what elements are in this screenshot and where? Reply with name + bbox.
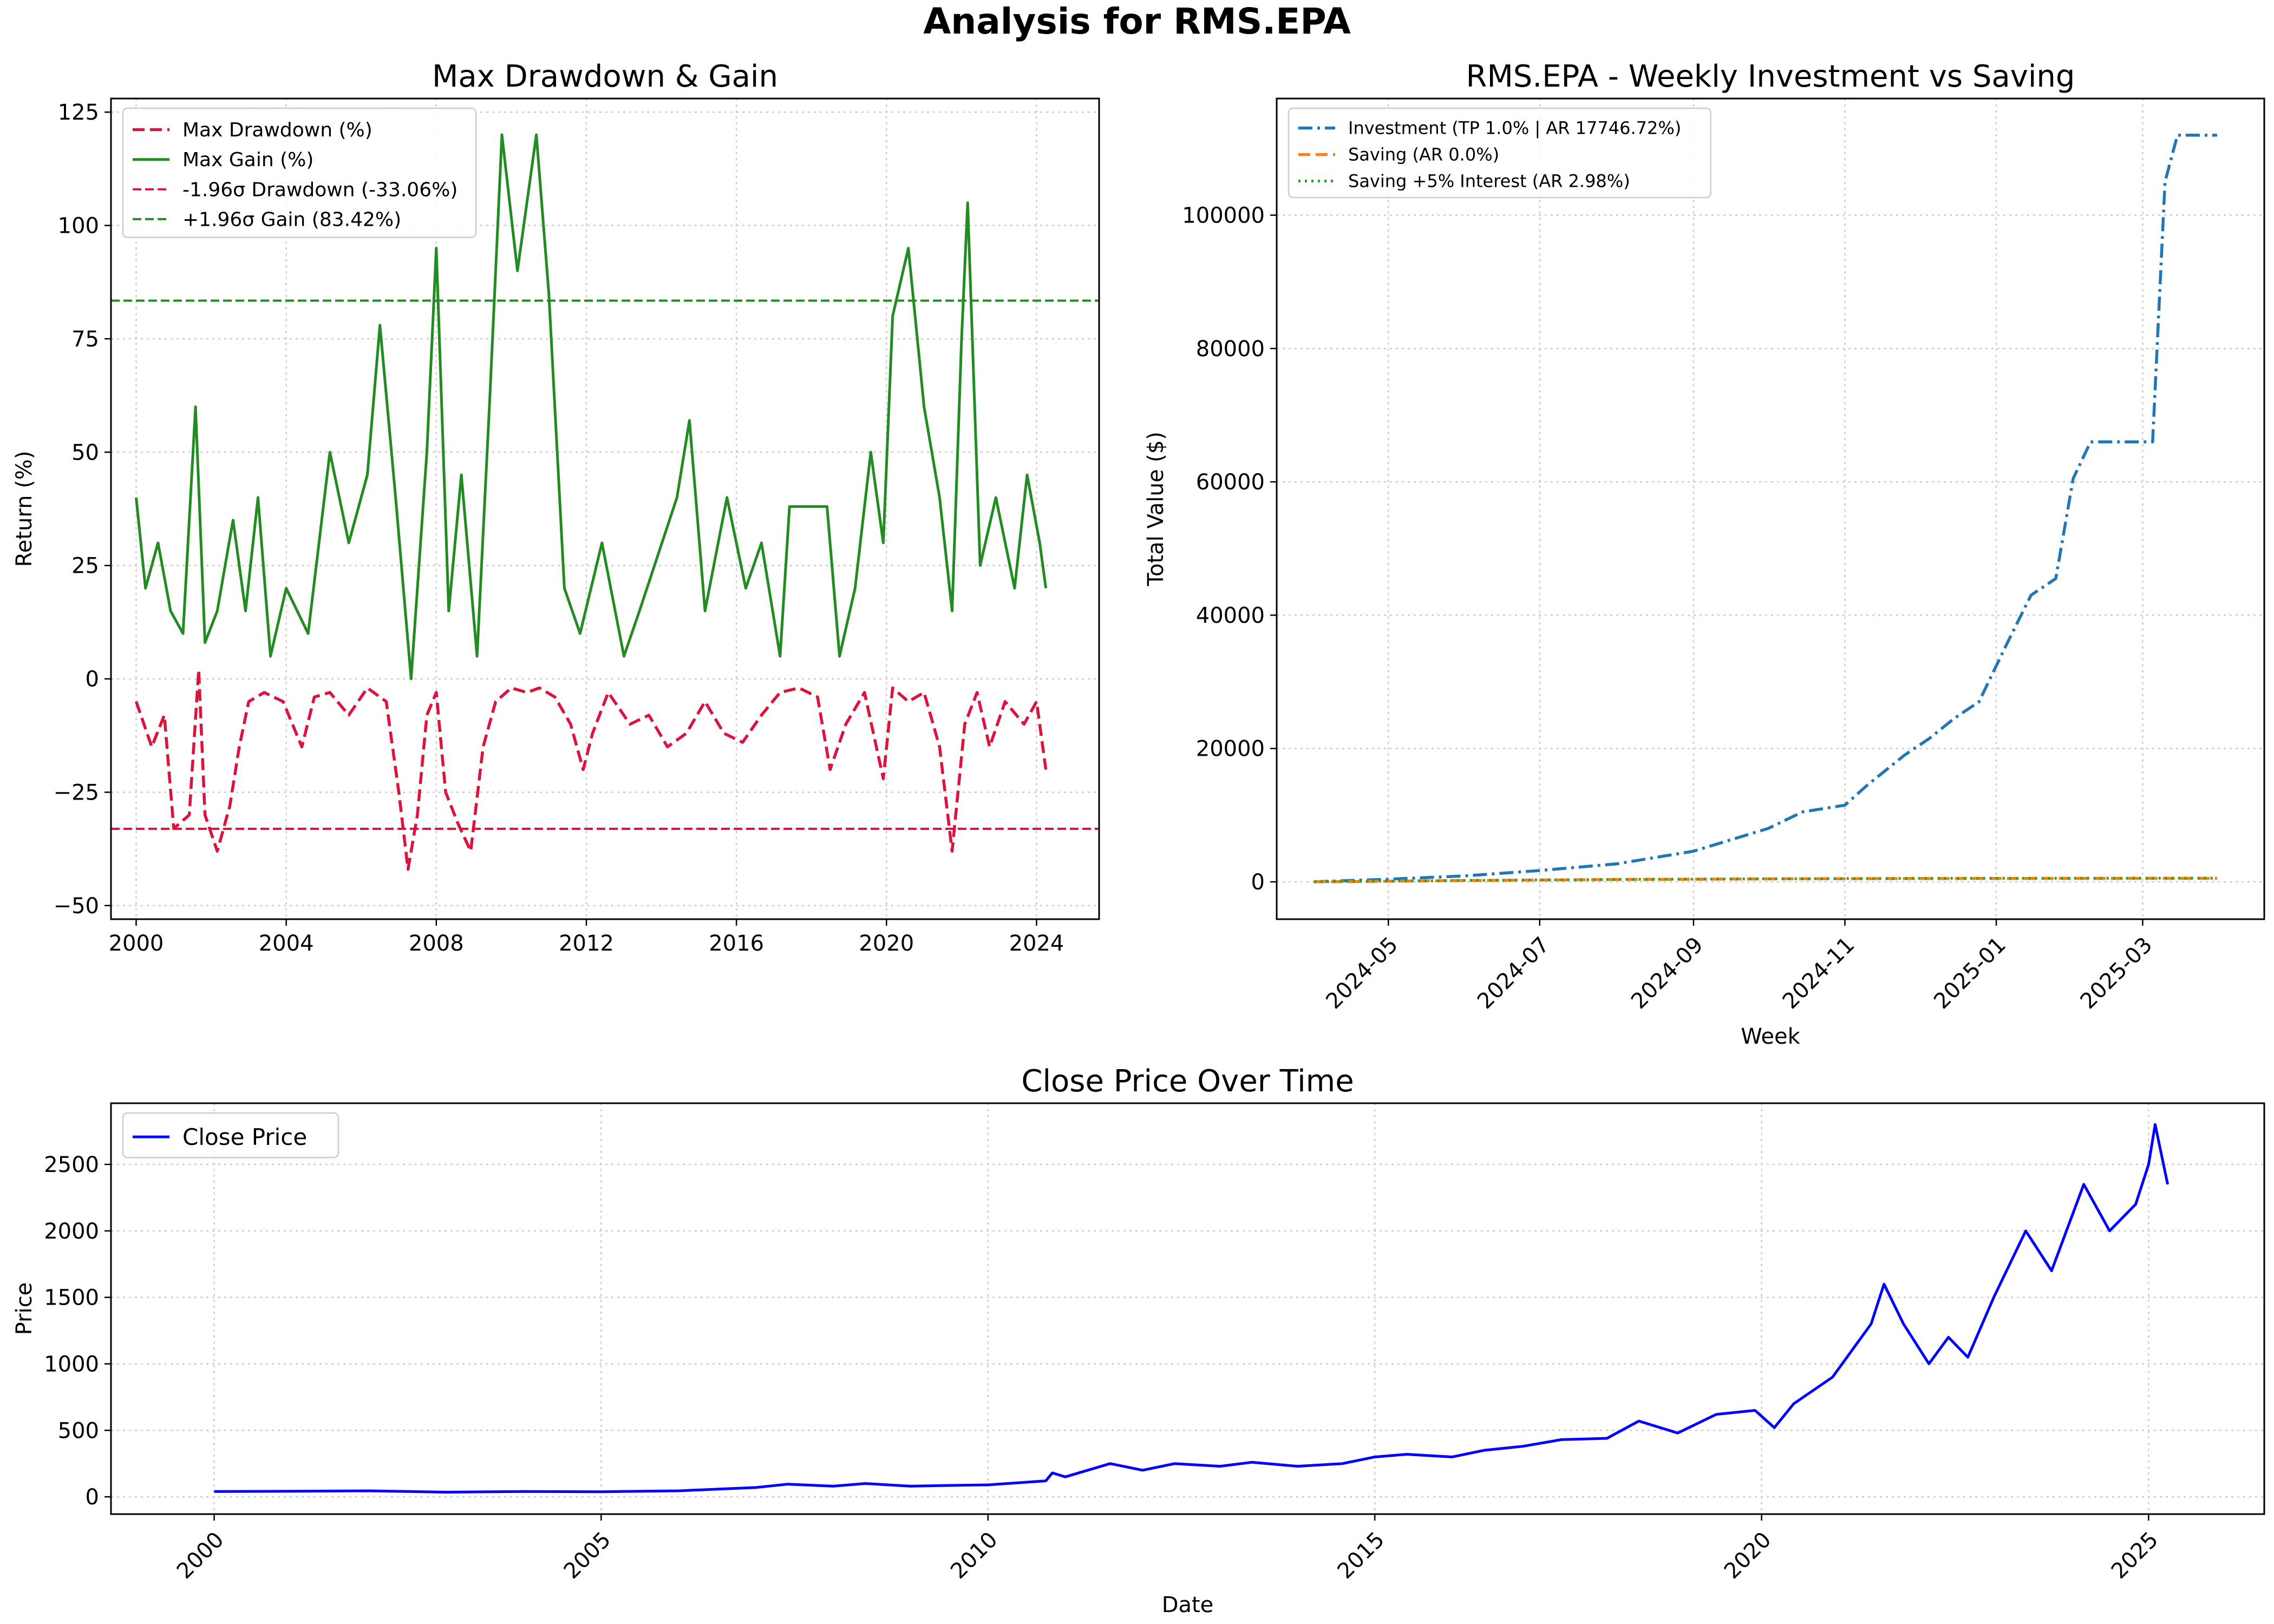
gridlines [111, 99, 1099, 919]
y-tick-label: −50 [54, 894, 99, 919]
y-tick-label: 75 [71, 327, 99, 352]
x-tick-label: 2024-05 [1321, 932, 1403, 1014]
x-tick-label: 2024-07 [1473, 932, 1554, 1014]
x-tick-label: 2005 [559, 1527, 616, 1584]
legend: Investment (TP 1.0% | AR 17746.72%) Savin… [1288, 107, 1711, 199]
x-tick-label: 2025 [2107, 1527, 2164, 1584]
y-tick-label: 0 [86, 1485, 99, 1510]
x-tick-label: 2010 [946, 1527, 1003, 1584]
y-tick-label: 500 [58, 1418, 99, 1443]
legend-box [1288, 107, 1711, 199]
x-tick-label: 2025-01 [1929, 932, 2011, 1014]
x-tick-label: 2020 [859, 931, 914, 956]
drawdown-gain-chart: Max Drawdown & Gain 2000 2004 2008 2012 2016 2… [12, 59, 1100, 956]
legend: Max Drawdown (%) Max Gain (%) -1.96σ Drawd… [122, 107, 477, 238]
y-tick-label: 50 [71, 440, 99, 465]
series-line-saving-5-interest-ar-2-98 [1314, 876, 2217, 883]
y-tick-label: 1000 [44, 1352, 99, 1377]
y-axis-label: Total Value ($) [1143, 431, 1168, 586]
y-tick-label: 40000 [1196, 603, 1265, 628]
series-line-max-drawdown [134, 668, 1048, 871]
x-tick-label: 2024-11 [1778, 932, 1860, 1014]
gridlines [1277, 99, 2264, 919]
y-tick-label: 25 [71, 554, 99, 579]
y-tick-label: 2000 [44, 1219, 99, 1244]
x-tick-label: 2008 [409, 931, 464, 956]
legend-label: Max Gain (%) [182, 149, 313, 171]
series-line-investment-tp-1-0-ar-17746-72 [1314, 133, 2217, 883]
series-line-close-price [214, 1123, 2170, 1494]
y-tick-label: 2500 [44, 1152, 99, 1177]
series-line-saving-ar-0-0 [1314, 876, 2217, 883]
legend-box [122, 107, 477, 238]
x-tick-label: 2024-09 [1626, 932, 1708, 1014]
x-tick-label: 2016 [709, 931, 764, 956]
x-tick-label: 2020 [1720, 1527, 1776, 1584]
y-tick-label: 0 [86, 667, 99, 692]
y-tick-label: 0 [1251, 870, 1265, 895]
legend-label: Investment (TP 1.0% | AR 17746.72%) [1348, 118, 1681, 139]
axes-frame [1276, 97, 2265, 920]
y-axis-label: Price [12, 1282, 37, 1335]
x-axis-label: Date [1162, 1593, 1214, 1618]
y-tick-label: 1500 [44, 1286, 99, 1311]
axes-frame [110, 97, 1100, 920]
legend-label: Saving +5% Interest (AR 2.98%) [1348, 171, 1630, 192]
y-axis-label: Return (%) [12, 451, 37, 567]
x-tick-label: 2025-03 [2076, 932, 2158, 1014]
legend-label: -1.96σ Drawdown (-33.06%) [182, 179, 458, 201]
x-tick-label: 2024 [1009, 931, 1064, 956]
figure-title: Analysis for RMS.EPA [923, 1, 1351, 42]
x-tick-label: 2000 [109, 931, 164, 956]
chart-title: Max Drawdown & Gain [432, 59, 778, 94]
x-tick-label: 2015 [1333, 1527, 1390, 1584]
y-tick-label: −25 [54, 780, 99, 805]
x-tick-label: 2012 [559, 931, 614, 956]
x-tick-label: 2004 [259, 931, 314, 956]
legend-box [122, 1112, 339, 1158]
close-price-chart: Close Price Over Time 2000 2005 2010 2015 202… [12, 1064, 2265, 1618]
legend-label: +1.96σ Gain (83.42%) [182, 208, 401, 231]
plot-area [214, 1123, 2170, 1494]
gridlines [111, 1103, 2264, 1514]
y-tick-label: 100000 [1182, 204, 1265, 228]
plot-area [111, 133, 1099, 871]
y-tick-label: 100 [58, 214, 99, 239]
chart-title: RMS.EPA - Weekly Investment vs Saving [1466, 59, 2075, 94]
axes-frame [110, 1102, 2265, 1515]
legend-label: Max Drawdown (%) [182, 119, 373, 141]
y-tick-label: 60000 [1196, 470, 1265, 495]
legend-label: Saving (AR 0.0%) [1348, 145, 1499, 165]
chart-title: Close Price Over Time [1021, 1064, 1354, 1099]
x-tick-label: 2000 [172, 1527, 229, 1584]
plot-area [1314, 133, 2217, 883]
x-axis-label: Week [1741, 1024, 1800, 1049]
y-tick-label: 80000 [1196, 337, 1265, 362]
legend: Close Price [122, 1112, 339, 1158]
series-line-max-gain [135, 133, 1048, 680]
legend-label: Close Price [182, 1124, 307, 1150]
y-tick-label: 125 [58, 100, 99, 125]
y-tick-label: 20000 [1196, 737, 1265, 762]
investment-vs-saving-chart: RMS.EPA - Weekly Investment vs Saving 202… [1143, 59, 2265, 1049]
